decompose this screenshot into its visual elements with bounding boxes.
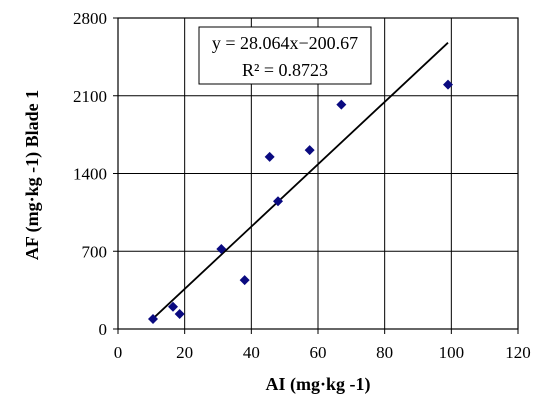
data-point bbox=[443, 79, 453, 90]
data-point bbox=[273, 196, 283, 207]
x-tick-label: 120 bbox=[505, 343, 531, 362]
data-point bbox=[304, 145, 315, 156]
y-tick-label: 1400 bbox=[73, 165, 107, 184]
tick-labels: 0 20 40 60 80 100 120 0 700 1400 2100 2800 bbox=[73, 9, 531, 362]
trend-r-squared: R² = 0.8723 bbox=[242, 60, 328, 80]
y-tick-label: 2100 bbox=[73, 87, 107, 106]
x-tick-label: 80 bbox=[376, 343, 393, 362]
data-point bbox=[168, 301, 178, 312]
data-point bbox=[336, 99, 347, 110]
x-tick-label: 40 bbox=[243, 343, 260, 362]
trendline bbox=[152, 42, 449, 320]
data-points bbox=[148, 79, 453, 325]
equation-box: y = 28.064x−200.67 R² = 0.8723 bbox=[198, 26, 372, 85]
y-axis-title: AF (mg·kg -1) Blade 1 bbox=[22, 90, 43, 260]
x-tick-label: 100 bbox=[439, 343, 465, 362]
y-tick-label: 2800 bbox=[73, 9, 107, 28]
trend-equation: y = 28.064x−200.67 bbox=[212, 33, 358, 53]
x-axis-title: AI (mg·kg -1) bbox=[266, 374, 371, 395]
y-tick-label: 0 bbox=[99, 320, 108, 339]
data-point bbox=[239, 275, 250, 286]
x-tick-label: 60 bbox=[310, 343, 327, 362]
x-tick-label: 20 bbox=[176, 343, 193, 362]
data-point bbox=[174, 309, 185, 320]
data-point bbox=[216, 244, 227, 255]
x-tick-label: 0 bbox=[114, 343, 123, 362]
data-point bbox=[264, 151, 275, 162]
data-point bbox=[148, 314, 158, 325]
y-tick-label: 700 bbox=[82, 242, 108, 261]
